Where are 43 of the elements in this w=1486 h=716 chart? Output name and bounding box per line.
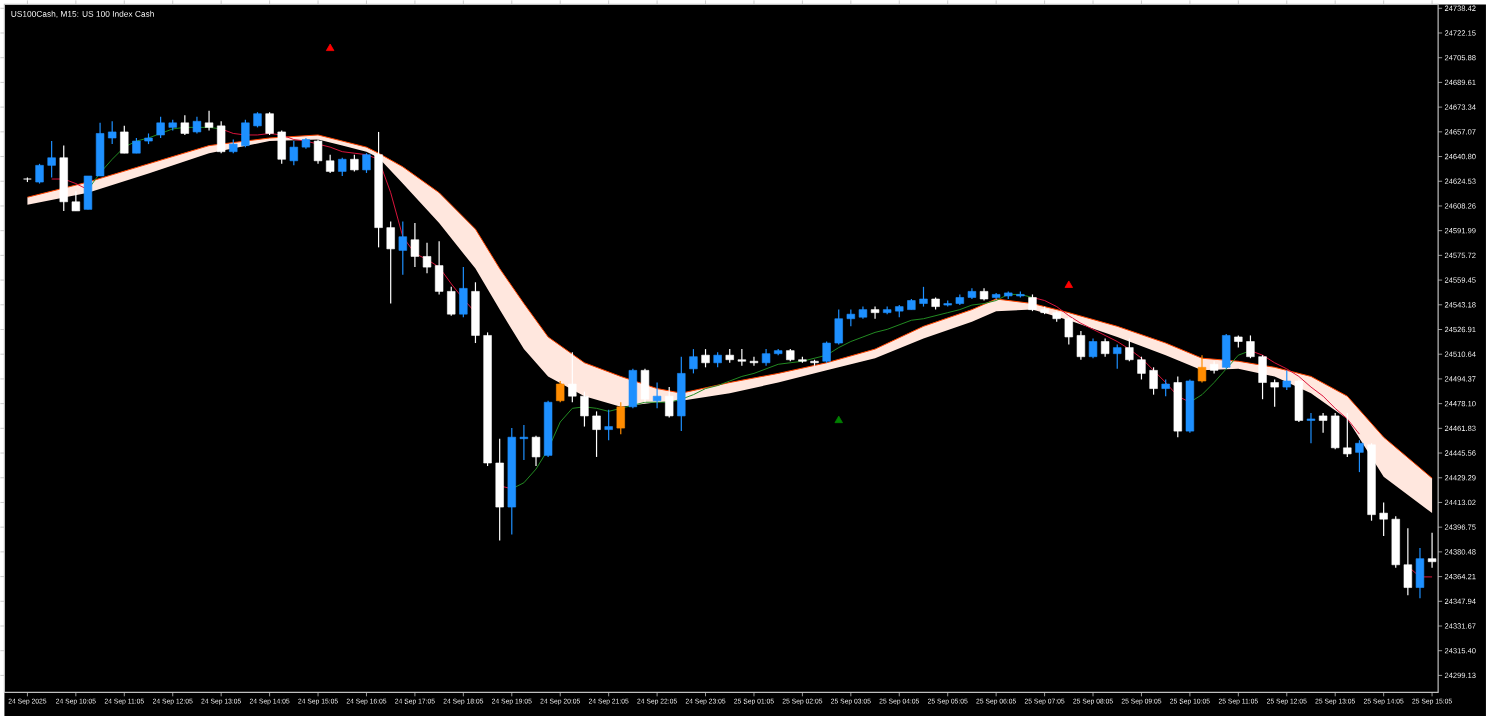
candlestick bbox=[1088, 337, 1098, 359]
candlestick bbox=[1355, 439, 1364, 473]
candlestick bbox=[1427, 532, 1437, 569]
candlestick bbox=[870, 305, 880, 320]
candlestick bbox=[1125, 337, 1134, 362]
candlestick bbox=[47, 140, 56, 178]
candlestick bbox=[931, 296, 940, 311]
candlestick bbox=[83, 175, 93, 210]
candlestick bbox=[1173, 375, 1182, 438]
candlestick bbox=[398, 220, 407, 276]
candlestick bbox=[1282, 369, 1291, 391]
candlestick bbox=[701, 348, 710, 368]
candlestick bbox=[120, 125, 129, 154]
candlestick bbox=[374, 131, 383, 248]
candlestick bbox=[1222, 333, 1231, 370]
candlestick bbox=[1270, 378, 1279, 408]
candlestick bbox=[677, 355, 686, 432]
candlestick bbox=[338, 157, 347, 177]
candlestick bbox=[362, 152, 371, 174]
candlestick bbox=[1246, 334, 1255, 359]
candlestick bbox=[386, 220, 395, 305]
candlestick bbox=[1306, 412, 1316, 444]
point bbox=[834, 415, 843, 423]
candlestick bbox=[35, 163, 44, 185]
candlestick bbox=[556, 380, 565, 403]
candlestick bbox=[59, 144, 68, 212]
candlestick bbox=[180, 114, 190, 136]
candlestick bbox=[665, 386, 674, 418]
candlestick bbox=[23, 176, 32, 183]
candlestick bbox=[459, 266, 468, 318]
candlestick bbox=[531, 434, 541, 467]
candlestick bbox=[1258, 354, 1267, 400]
candlestick bbox=[1197, 354, 1207, 383]
candlestick bbox=[689, 348, 698, 374]
point bbox=[325, 43, 335, 51]
candlestick bbox=[640, 368, 650, 403]
candlestick bbox=[979, 287, 989, 301]
candlestick bbox=[604, 409, 613, 441]
candlestick bbox=[71, 190, 81, 212]
candlestick bbox=[1234, 334, 1243, 349]
point bbox=[1064, 280, 1073, 288]
candlestick bbox=[1113, 343, 1122, 370]
candlestick bbox=[616, 401, 625, 435]
